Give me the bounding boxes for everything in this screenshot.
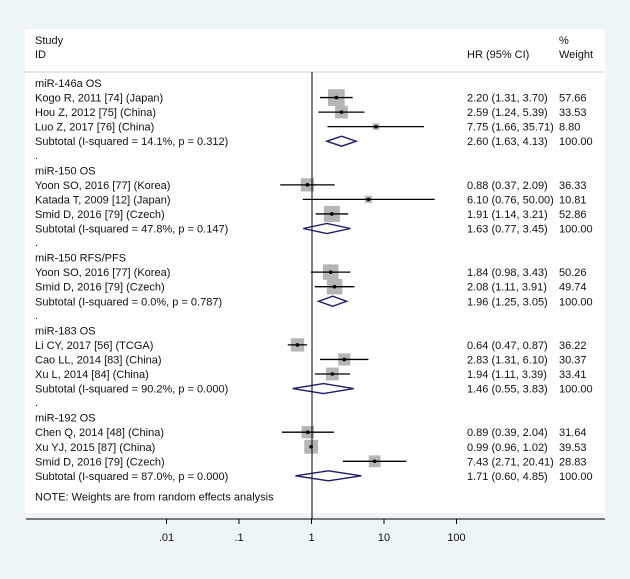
- header-pct: %: [559, 35, 569, 47]
- study-ci: 2.20 (1.31, 3.70): [467, 93, 548, 105]
- study-weight: 8.80: [559, 122, 580, 134]
- study-weight: 28.83: [559, 456, 587, 468]
- subtotal-diamond: [295, 470, 362, 482]
- group-separator: .: [35, 237, 38, 249]
- group-separator: .: [35, 310, 38, 322]
- subtotal-label: Subtotal (I-squared = 14.1%, p = 0.312): [35, 136, 228, 148]
- x-tick-label: 1: [308, 532, 314, 544]
- header-weight: Weight: [559, 49, 593, 61]
- group-separator: .: [35, 150, 38, 162]
- subtotal-ci: 2.60 (1.63, 4.13): [467, 136, 548, 148]
- study-point: [305, 183, 310, 187]
- x-tick-label: 100: [447, 532, 465, 544]
- study-ci: 2.83 (1.31, 6.10): [467, 354, 548, 366]
- subtotal-diamond: [324, 135, 359, 147]
- study-point: [332, 284, 337, 289]
- study-label: Smid D, 2016 [79] (Czech): [35, 282, 165, 294]
- subtotal-ci: 1.71 (0.60, 4.85): [467, 471, 548, 483]
- study-label: Hou Z, 2012 [75] (China): [35, 107, 156, 119]
- study-point: [334, 95, 339, 100]
- study-point: [330, 212, 334, 216]
- x-tick-label: .01: [159, 532, 174, 544]
- study-weight: 33.41: [559, 369, 587, 381]
- study-label: Luo Z, 2017 [76] (China): [35, 122, 154, 134]
- study-point: [374, 124, 378, 129]
- subtotal-ci: 1.46 (0.55, 3.83): [467, 384, 548, 396]
- group-label: miR-192 OS: [35, 413, 96, 425]
- group-separator: .: [35, 397, 38, 409]
- study-ci: 2.08 (1.11, 3.91): [467, 282, 547, 294]
- study-point: [328, 270, 333, 274]
- subtotal-weight: 100.00: [559, 224, 593, 236]
- study-label: Yoon SO, 2016 [77] (Korea): [35, 267, 170, 279]
- study-point: [295, 343, 300, 347]
- study-ci: 1.84 (0.98, 3.43): [467, 267, 548, 279]
- study-point: [342, 357, 347, 362]
- study-ci: 0.99 (0.96, 1.02): [467, 442, 548, 454]
- subtotal-ci: 1.63 (0.77, 3.45): [467, 224, 548, 236]
- study-weight: 36.22: [559, 340, 587, 352]
- study-ci: 0.64 (0.47, 0.87): [467, 340, 548, 352]
- header-id: ID: [35, 49, 46, 61]
- study-label: Xu YJ, 2015 [87] (China): [35, 442, 155, 454]
- x-tick-label: 10: [378, 532, 390, 544]
- subtotal-label: Subtotal (I-squared = 0.0%, p = 0.787): [35, 296, 222, 308]
- study-weight: 30.37: [559, 354, 587, 366]
- subtotal-label: Subtotal (I-squared = 47.8%, p = 0.147): [35, 224, 228, 236]
- study-ci: 1.91 (1.14, 3.21): [467, 209, 548, 221]
- study-label: Li CY, 2017 [56] (TCGA): [35, 340, 153, 352]
- subtotal-diamond: [292, 382, 354, 395]
- subtotal-weight: 100.00: [559, 384, 593, 396]
- subtotal-weight: 100.00: [559, 296, 593, 308]
- study-ci: 2.59 (1.24, 5.39): [467, 107, 548, 119]
- study-label: Yoon SO, 2016 [77] (Korea): [35, 180, 170, 192]
- study-ci: 1.94 (1.11, 3.39): [467, 369, 547, 381]
- subtotal-diamond: [316, 295, 349, 307]
- study-label: Cao LL, 2014 [83] (China): [35, 354, 162, 366]
- subtotal-weight: 100.00: [559, 136, 593, 148]
- header-hr: HR (95% CI): [467, 49, 529, 61]
- study-weight: 50.26: [559, 267, 587, 279]
- header-study: Study: [35, 35, 64, 47]
- study-point: [372, 459, 377, 464]
- subtotal-label: Subtotal (I-squared = 87.0%, p = 0.000): [35, 471, 228, 483]
- study-point: [339, 110, 344, 114]
- study-weight: 31.64: [559, 427, 587, 439]
- subtotal-diamond: [303, 222, 351, 235]
- group-label: miR-150 OS: [35, 165, 96, 177]
- study-weight: 49.74: [559, 282, 587, 294]
- study-ci: 7.43 (2.71, 20.41): [467, 456, 554, 468]
- study-ci: 0.88 (0.37, 2.09): [467, 180, 548, 192]
- study-weight: 10.81: [559, 194, 587, 206]
- study-ci: 6.10 (0.76, 50.00): [467, 194, 554, 206]
- subtotal-weight: 100.00: [559, 471, 593, 483]
- study-label: Smid D, 2016 [79] (Czech): [35, 209, 165, 221]
- study-weight: 52.86: [559, 209, 587, 221]
- study-label: Smid D, 2016 [79] (Czech): [35, 456, 165, 468]
- group-label: miR-183 OS: [35, 325, 96, 337]
- study-point: [366, 197, 371, 202]
- note: NOTE: Weights are from random effects an…: [35, 491, 274, 503]
- study-label: Chen Q, 2014 [48] (China): [35, 427, 164, 439]
- study-point: [306, 430, 310, 435]
- x-tick-label: .1: [234, 532, 243, 544]
- study-weight: 39.53: [559, 442, 587, 454]
- study-label: Kogo R, 2011 [74] (Japan): [35, 93, 163, 105]
- study-label: Katada T, 2009 [12] (Japan): [35, 194, 171, 206]
- subtotal-ci: 1.96 (1.25, 3.05): [467, 296, 548, 308]
- subtotal-label: Subtotal (I-squared = 90.2%, p = 0.000): [35, 384, 228, 396]
- group-label: miR-146a OS: [35, 78, 102, 90]
- study-weight: 33.53: [559, 107, 587, 119]
- group-label: miR-150 RFS/PFS: [35, 253, 126, 265]
- study-point: [330, 372, 335, 376]
- study-ci: 7.75 (1.66, 35.71): [467, 122, 554, 134]
- study-weight: 36.33: [559, 180, 587, 192]
- study-ci: 0.89 (0.39, 2.04): [467, 427, 548, 439]
- study-label: Xu L, 2014 [84] (China): [35, 369, 149, 381]
- study-weight: 57.66: [559, 93, 587, 105]
